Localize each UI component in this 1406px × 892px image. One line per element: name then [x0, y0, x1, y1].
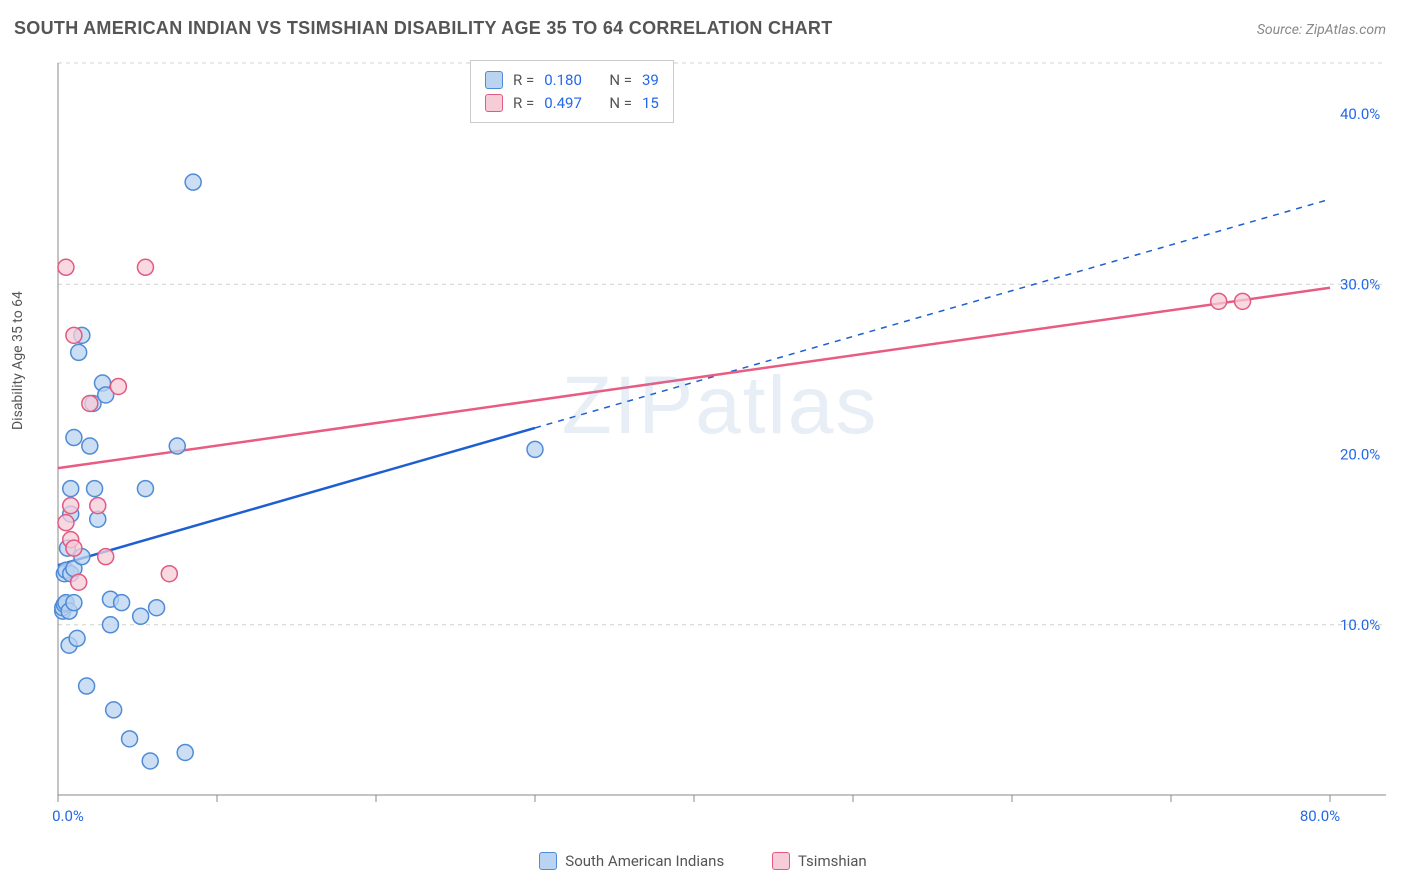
- svg-text:80.0%: 80.0%: [1300, 807, 1340, 825]
- svg-text:10.0%: 10.0%: [1340, 616, 1380, 634]
- chart-title: SOUTH AMERICAN INDIAN VS TSIMSHIAN DISAB…: [14, 18, 833, 39]
- svg-text:40.0%: 40.0%: [1340, 105, 1380, 123]
- stats-n-value: 39: [642, 69, 659, 92]
- svg-text:30.0%: 30.0%: [1340, 275, 1380, 293]
- stats-legend-box: R = 0.180 N = 39 R = 0.497 N = 15: [470, 60, 674, 123]
- scatter-plot-svg: 0.0% 80.0% 10.0% 20.0% 30.0% 40.0%: [50, 55, 1390, 835]
- stats-n-label: N =: [609, 69, 632, 92]
- legend-swatch-icon: [485, 94, 503, 112]
- stats-n-value: 15: [642, 92, 659, 115]
- stats-r-value: 0.497: [544, 92, 582, 115]
- stats-r-label: R =: [513, 92, 534, 115]
- stats-r-label: R =: [513, 69, 534, 92]
- chart-container: SOUTH AMERICAN INDIAN VS TSIMSHIAN DISAB…: [0, 0, 1406, 892]
- bottom-legend: South American Indians Tsimshian: [0, 852, 1406, 874]
- legend-swatch-icon: [485, 71, 503, 89]
- source-attribution: Source: ZipAtlas.com: [1257, 22, 1386, 38]
- stats-n-label: N =: [609, 92, 632, 115]
- plot-area: 0.0%80.0%10.0%20.0%30.0%40.0% ZIPatlas: [50, 55, 1390, 835]
- legend-swatch-icon: [772, 852, 790, 870]
- legend-swatch-icon: [539, 852, 557, 870]
- legend-label: South American Indians: [565, 852, 724, 870]
- stats-r-value: 0.180: [544, 69, 582, 92]
- svg-text:20.0%: 20.0%: [1340, 446, 1380, 464]
- stats-row: R = 0.497 N = 15: [485, 92, 659, 115]
- stats-row: R = 0.180 N = 39: [485, 69, 659, 92]
- legend-item: Tsimshian: [772, 852, 867, 870]
- y-axis-label: Disability Age 35 to 64: [10, 291, 26, 430]
- svg-text:0.0%: 0.0%: [52, 807, 84, 825]
- legend-item: South American Indians: [539, 852, 724, 870]
- legend-label: Tsimshian: [798, 852, 867, 870]
